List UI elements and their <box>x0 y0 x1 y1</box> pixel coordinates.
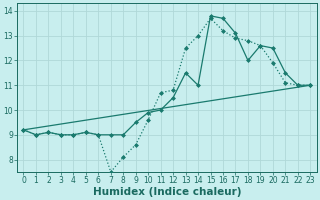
X-axis label: Humidex (Indice chaleur): Humidex (Indice chaleur) <box>93 187 241 197</box>
